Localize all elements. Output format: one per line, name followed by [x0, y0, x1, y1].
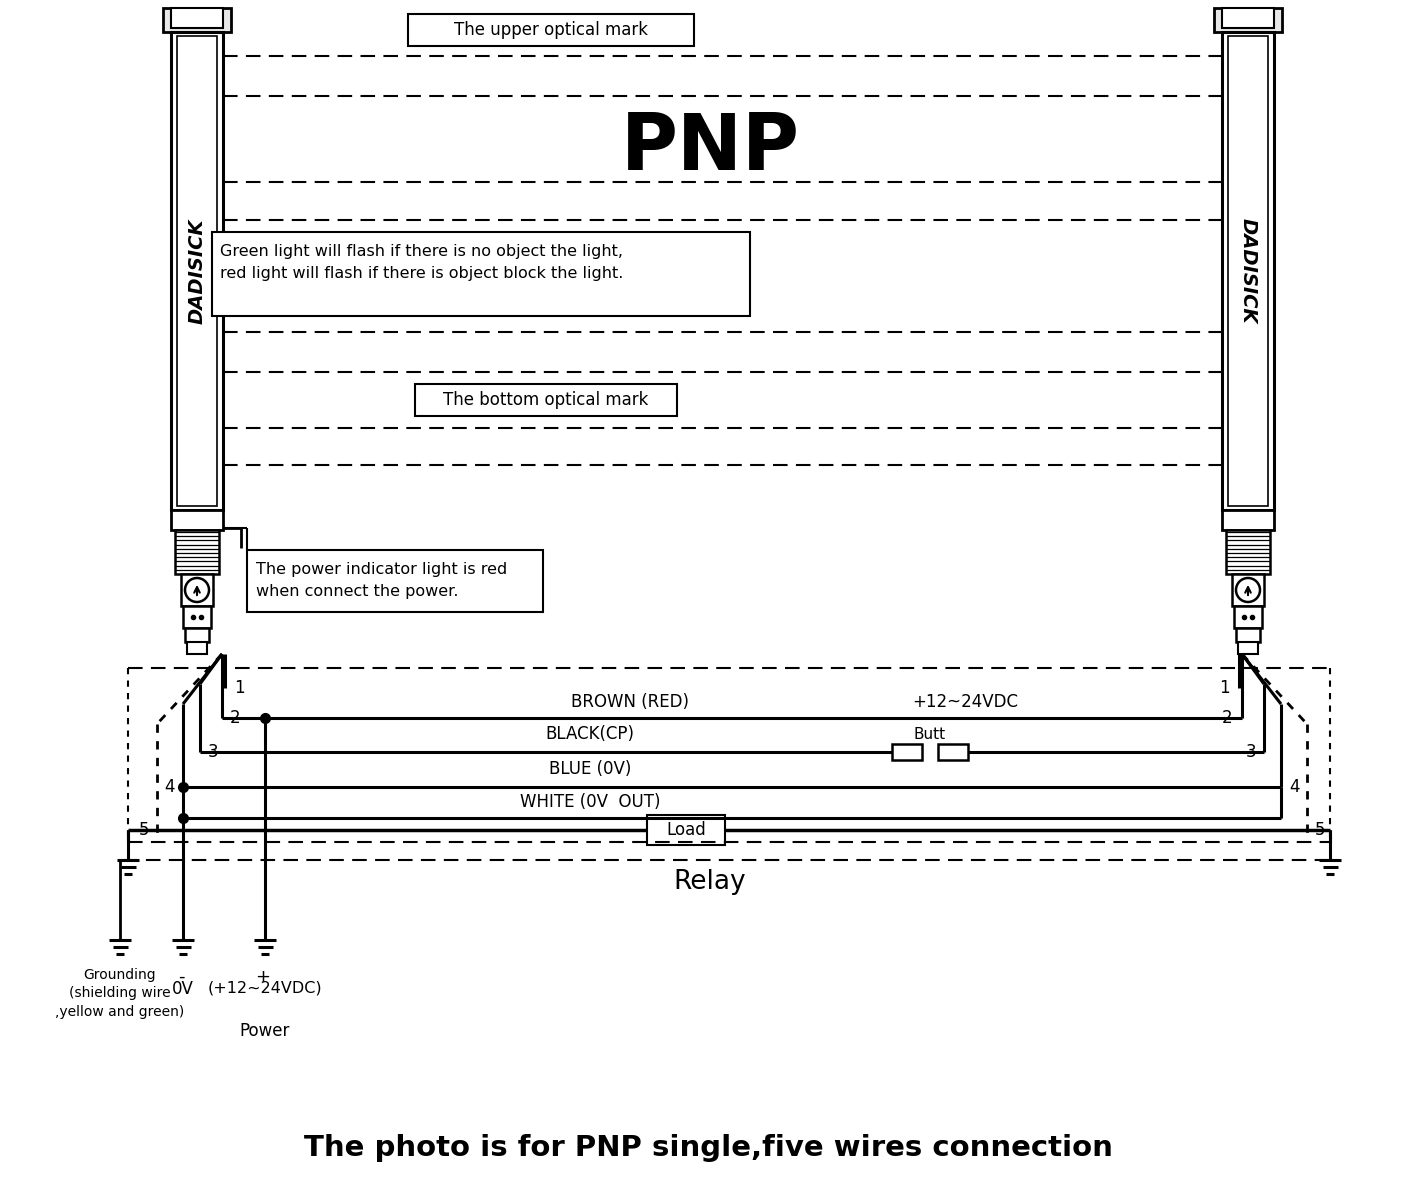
Text: 5: 5: [139, 821, 149, 839]
Text: 4: 4: [164, 778, 176, 796]
Bar: [1221, 8, 1274, 29]
Bar: [171, 511, 222, 530]
Text: 3: 3: [208, 743, 218, 760]
Text: 1: 1: [1220, 679, 1230, 697]
Bar: [171, 32, 222, 511]
Bar: [1236, 628, 1260, 641]
Bar: [186, 628, 208, 641]
Bar: [187, 641, 207, 655]
Bar: [247, 550, 543, 612]
Text: 3: 3: [1246, 743, 1255, 760]
Bar: [1229, 36, 1268, 506]
Bar: [163, 8, 231, 32]
Text: 4: 4: [1289, 778, 1299, 796]
Text: BROWN (RED): BROWN (RED): [571, 693, 689, 710]
Bar: [181, 574, 213, 606]
Bar: [1231, 574, 1264, 606]
Bar: [183, 606, 211, 628]
Text: WHITE (0V  OUT): WHITE (0V OUT): [520, 793, 660, 812]
Text: The power indicator light is red
when connect the power.: The power indicator light is red when co…: [256, 562, 507, 599]
Bar: [1214, 8, 1282, 32]
Text: -: -: [177, 967, 184, 987]
Text: Green light will flash if there is no object the light,
red light will flash if : Green light will flash if there is no ob…: [220, 244, 623, 281]
Text: Butt: Butt: [914, 727, 947, 741]
Bar: [891, 744, 922, 760]
Bar: [176, 530, 220, 574]
Text: Grounding
(shielding wire
,yellow and green): Grounding (shielding wire ,yellow and gr…: [55, 967, 184, 1019]
Text: The upper optical mark: The upper optical mark: [453, 21, 648, 39]
Text: Load: Load: [666, 821, 706, 839]
Bar: [1221, 511, 1274, 530]
Bar: [177, 36, 217, 506]
Text: Relay: Relay: [673, 869, 747, 895]
Bar: [213, 232, 750, 317]
Text: DADISICK: DADISICK: [1238, 218, 1257, 324]
Text: BLACK(CP): BLACK(CP): [546, 725, 635, 743]
Bar: [648, 815, 726, 845]
Text: BLUE (0V): BLUE (0V): [548, 760, 631, 778]
Circle shape: [1236, 578, 1260, 602]
Text: 1: 1: [234, 679, 245, 697]
Bar: [171, 8, 222, 29]
Text: DADISICK: DADISICK: [187, 218, 207, 324]
Bar: [1226, 530, 1270, 574]
Text: The bottom optical mark: The bottom optical mark: [444, 392, 649, 409]
Bar: [1238, 641, 1258, 655]
Bar: [408, 14, 694, 46]
Text: Power: Power: [239, 1022, 290, 1040]
Circle shape: [186, 578, 208, 602]
Text: 2: 2: [1221, 709, 1231, 727]
Text: +12~24VDC: +12~24VDC: [913, 693, 1017, 710]
Text: The photo is for PNP single,five wires connection: The photo is for PNP single,five wires c…: [303, 1134, 1112, 1161]
Text: (+12~24VDC): (+12~24VDC): [208, 981, 322, 995]
Bar: [1234, 606, 1263, 628]
Text: 5: 5: [1315, 821, 1325, 839]
Text: +: +: [255, 967, 271, 987]
Bar: [938, 744, 968, 760]
Text: PNP: PNP: [621, 109, 799, 186]
Text: 0V: 0V: [171, 981, 194, 998]
Bar: [415, 384, 677, 416]
Text: 2: 2: [230, 709, 241, 727]
Bar: [1221, 32, 1274, 511]
